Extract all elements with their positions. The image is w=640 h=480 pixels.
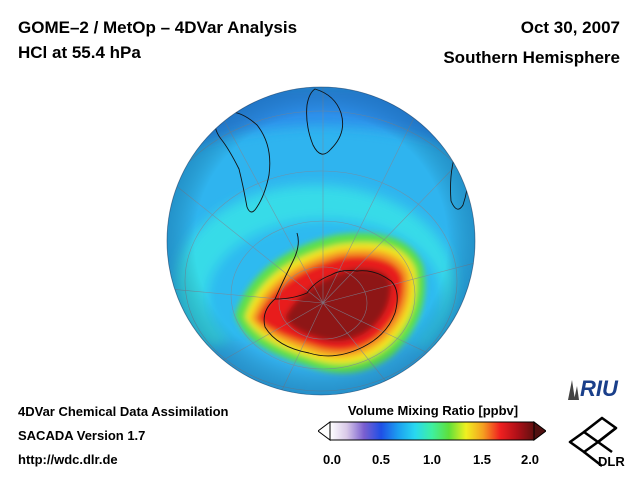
colorbar: [318, 421, 546, 441]
new-zealand-coast: [404, 376, 418, 383]
dlr-logo-mark: [568, 416, 618, 468]
date-label: Oct 30, 2007: [520, 18, 620, 37]
footer-line-1: 4DVar Chemical Data Assimilation: [18, 404, 229, 419]
globe-map: [166, 86, 476, 396]
hemisphere-label: Southern Hemisphere: [443, 48, 620, 67]
colorbar-tick-label: 0.5: [371, 452, 391, 467]
colorbar-tick-label: 1.0: [422, 452, 442, 467]
globe-outline: [166, 86, 476, 396]
riu-logo-mark: [568, 380, 579, 400]
map-subtitle: HCl at 55.4 hPa: [18, 43, 141, 62]
colorbar-gradient: [329, 421, 535, 441]
footer-url-link[interactable]: http://wdc.dlr.de: [18, 452, 118, 467]
riu-logo-text: RIU: [580, 376, 619, 401]
colorbar-tick-label: 2.0: [520, 452, 540, 467]
riu-logo: RIU: [568, 376, 619, 401]
colorbar-tick-label: 1.5: [472, 452, 492, 467]
colorbar-title: Volume Mixing Ratio [ppbv]: [347, 403, 519, 418]
colorbar-tick-label: 0.0: [322, 452, 342, 467]
dlr-logo: DLR: [568, 416, 625, 468]
colorbar-over-arrow: [533, 421, 546, 441]
dlr-logo-text: DLR: [598, 454, 625, 468]
map-title: GOME–2 / MetOp – 4DVar Analysis: [18, 18, 298, 37]
colorbar-under-arrow: [318, 421, 331, 441]
footer-line-2: SACADA Version 1.7: [18, 428, 146, 443]
